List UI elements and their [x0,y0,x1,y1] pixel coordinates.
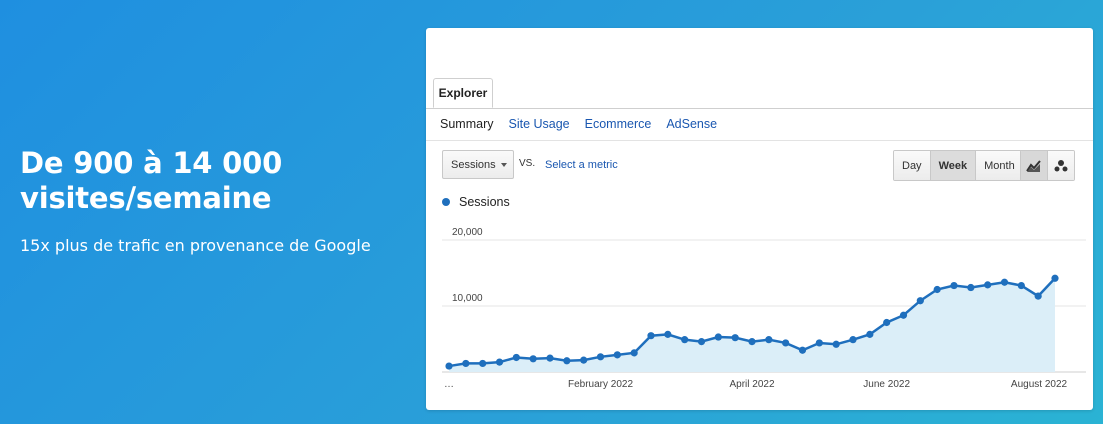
legend-dot [442,198,450,206]
data-point [445,362,453,370]
divider [426,140,1093,141]
vs-label: VS. [519,158,536,169]
subnav-adsense[interactable]: AdSense [666,117,718,131]
metric-select[interactable]: Sessions [442,150,514,179]
metric-select-value: Sessions [451,158,496,171]
data-point [1051,274,1059,282]
data-point [613,351,621,359]
data-point [495,358,504,366]
data-point [580,356,588,364]
data-point [731,334,739,342]
data-point [815,339,823,347]
day-button[interactable]: Day [894,151,930,180]
data-point [1000,278,1009,286]
data-point [664,330,672,338]
tab-bar: Explorer [426,78,1093,109]
chart-view-toggle [1020,150,1075,181]
data-point [630,349,638,357]
data-point [681,336,689,344]
data-point [967,283,975,292]
week-button[interactable]: Week [929,151,976,180]
y-tick-label: 10,000 [452,293,483,304]
data-point [866,330,874,338]
sessions-area [449,278,1055,372]
hero-subtitle: 15x plus de trafic en provenance de Goog… [20,236,371,255]
x-tick-label: April 2022 [729,379,774,390]
sessions-chart: 20,000 10,000 … February 2022 April 2022 June… [442,227,1086,390]
data-point [647,332,655,340]
data-point [563,357,571,365]
data-point [950,281,958,290]
sub-navigation: Summary Site Usage Ecommerce AdSense [440,117,717,131]
hero-section: De 900 à 14 000 visites/semaine 15x plus… [20,146,400,257]
hero-title: De 900 à 14 000 visites/semaine [20,146,283,215]
data-point [479,359,487,368]
subnav-site-usage[interactable]: Site Usage [508,117,570,131]
data-point [765,336,773,344]
motion-chart-icon[interactable] [1048,151,1074,180]
data-point [1017,281,1025,290]
data-point [782,339,790,347]
analytics-screenshot-panel: Explorer Summary Site Usage Ecommerce Ad… [426,28,1093,410]
data-point [883,318,891,327]
tab-explorer[interactable]: Explorer [433,78,493,108]
x-tick-label: … [444,379,454,390]
x-tick-label: August 2022 [1011,379,1068,390]
data-point [697,338,706,346]
data-point [546,354,554,362]
chart-legend: Sessions [442,195,510,209]
data-point [714,333,722,341]
data-point [462,359,470,368]
x-tick-label: February 2022 [568,379,633,390]
x-tick-label: June 2022 [863,379,910,390]
data-point [933,285,941,294]
data-point [984,281,992,289]
y-tick-label: 20,000 [452,227,483,238]
line-chart-icon[interactable] [1021,151,1048,180]
subnav-ecommerce[interactable]: Ecommerce [584,117,652,131]
data-point [512,353,520,362]
data-point [916,297,924,305]
data-point [832,340,840,348]
select-metric-link[interactable]: Select a metric [545,159,618,171]
subnav-summary[interactable]: Summary [440,117,494,131]
data-point [596,353,605,361]
data-point [849,336,857,344]
data-point [529,355,537,363]
data-point [798,346,807,354]
month-button[interactable]: Month [975,151,1023,180]
legend-label: Sessions [459,195,510,209]
data-point [899,311,908,319]
period-toggle: Day Week Month [893,150,1024,181]
chevron-down-icon [501,163,507,167]
data-point [1034,292,1042,300]
data-point [748,338,756,346]
